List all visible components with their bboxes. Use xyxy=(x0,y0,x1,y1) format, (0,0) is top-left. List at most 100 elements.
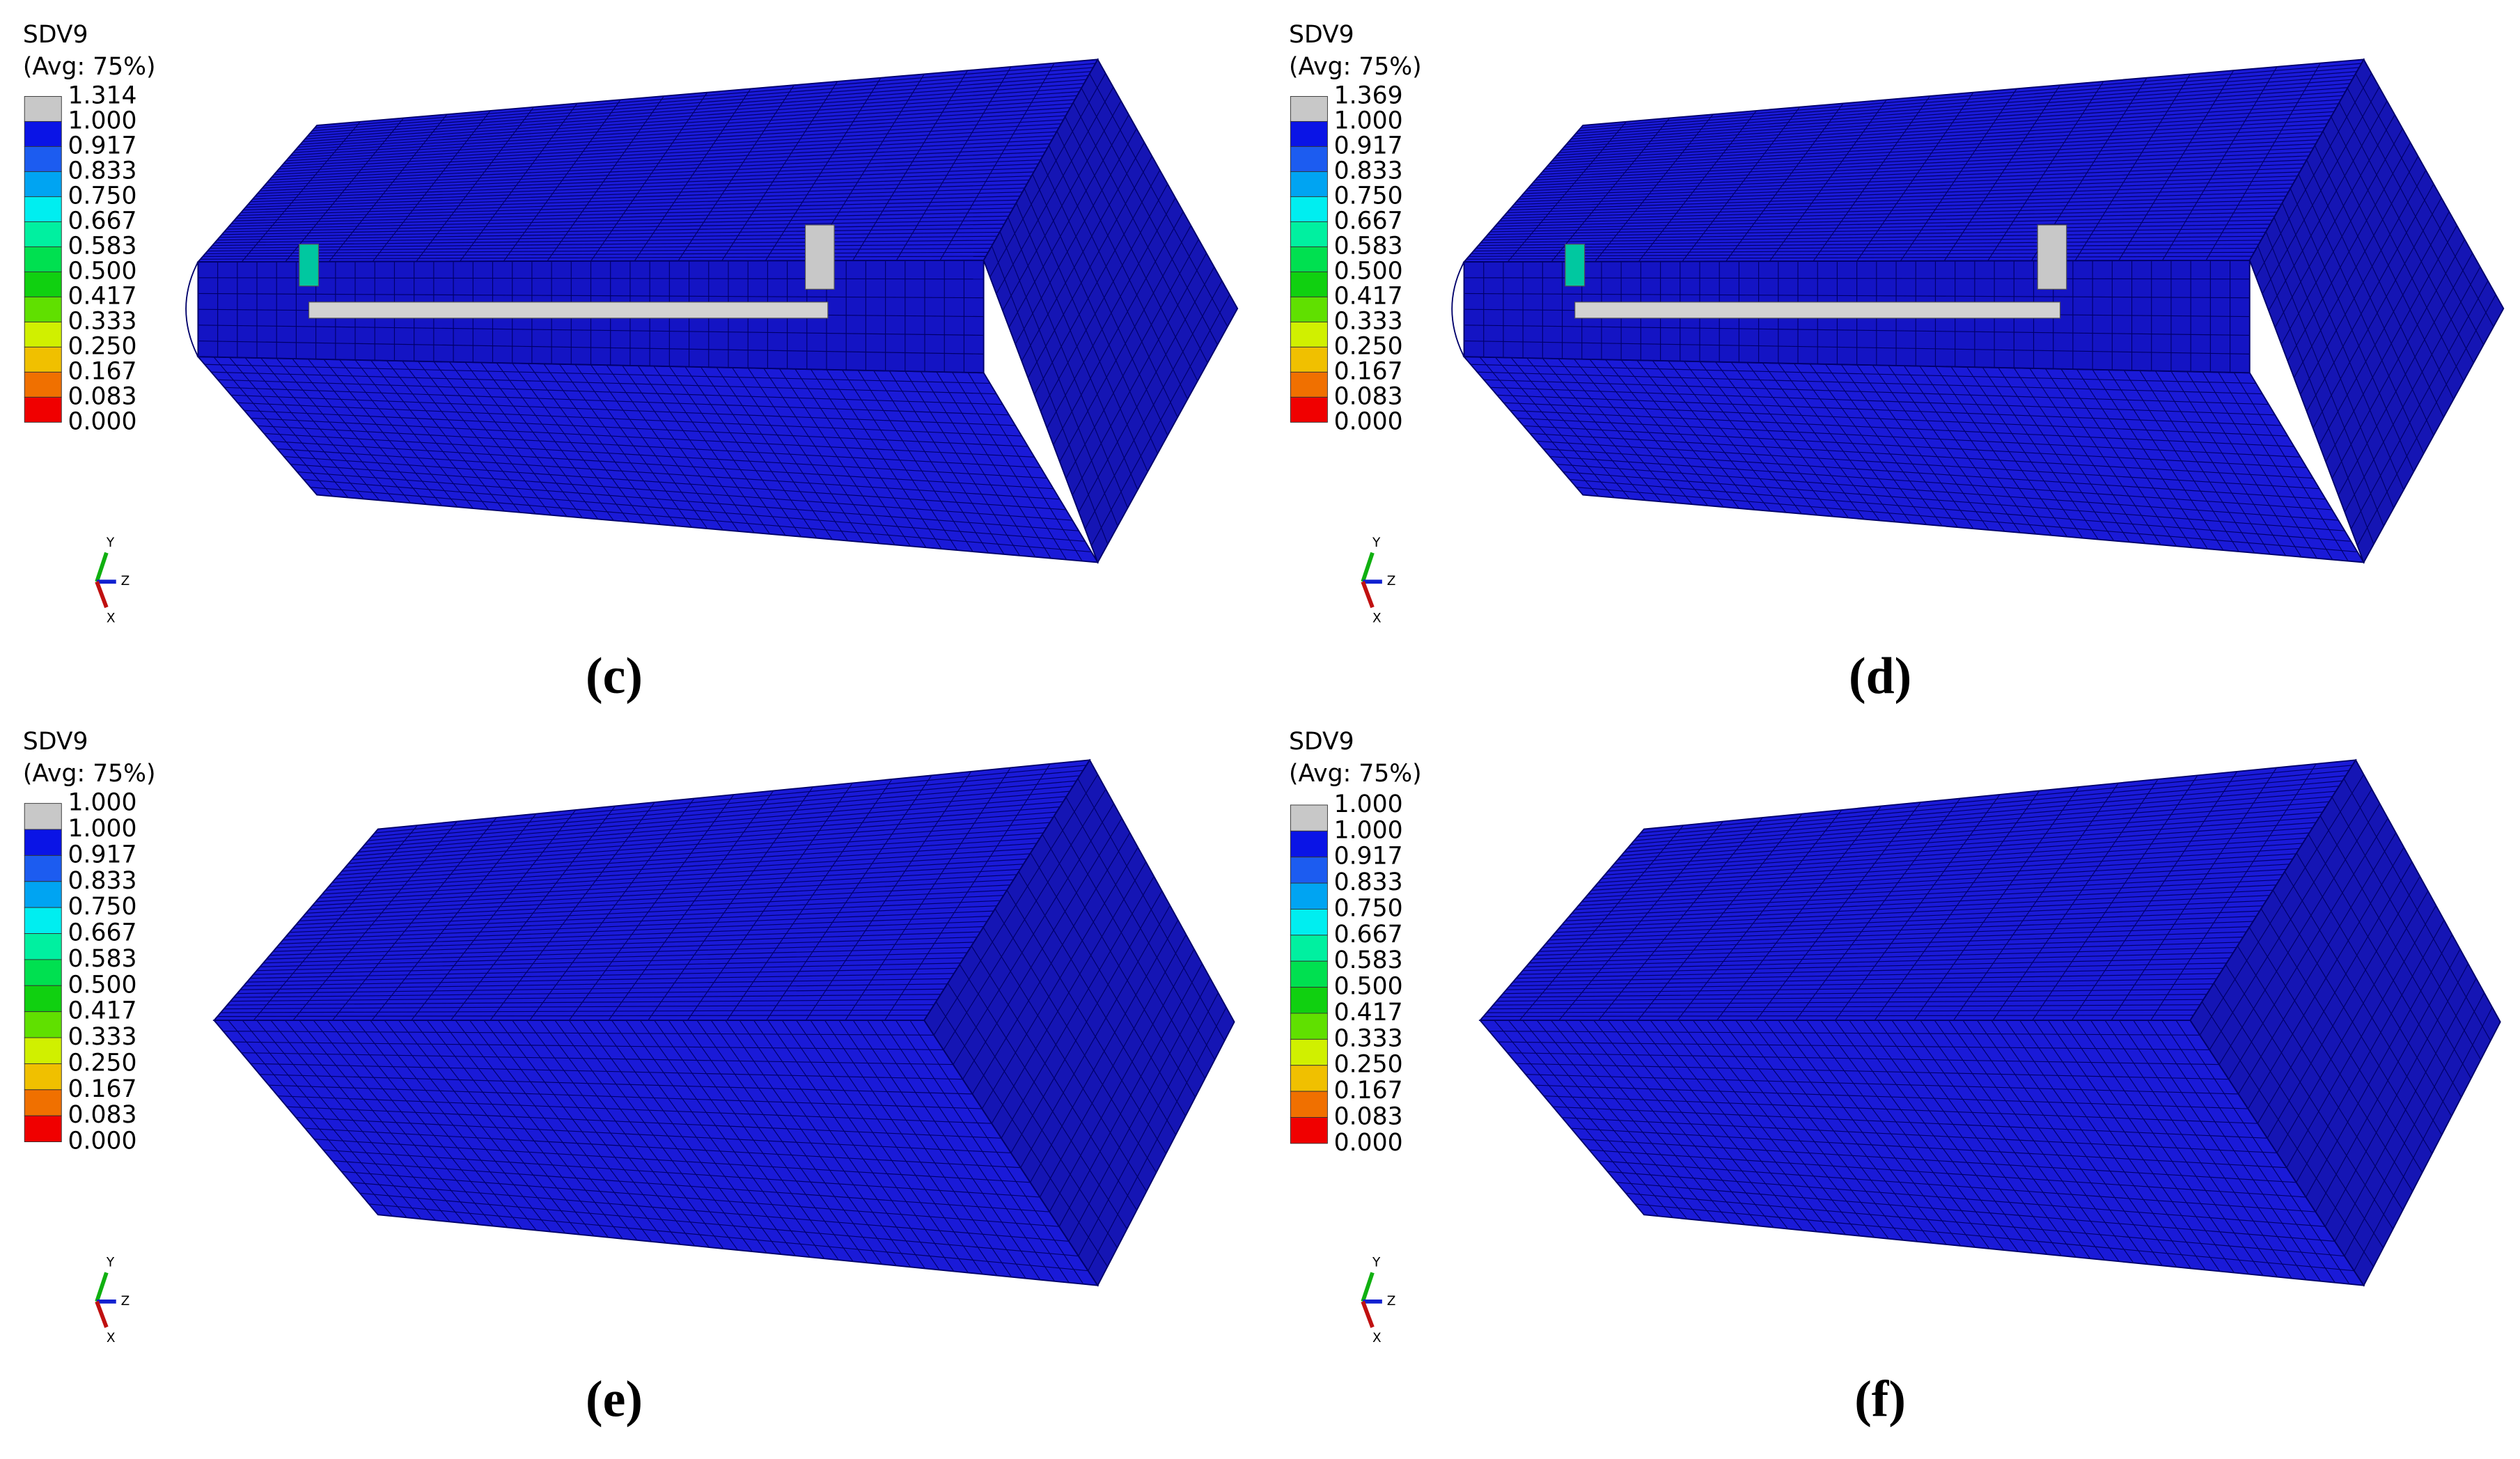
damaged-elements xyxy=(1565,244,1586,287)
mesh-line xyxy=(648,786,813,1021)
legend-swatch xyxy=(1290,321,1328,348)
mesh-line xyxy=(2209,788,2372,1050)
mesh-line xyxy=(1021,142,1145,361)
mesh-line xyxy=(244,409,1028,447)
legend-label: 0.167 xyxy=(68,357,137,385)
mesh-line xyxy=(1637,813,1803,1021)
mesh-line xyxy=(2338,253,2473,496)
mesh-line xyxy=(2296,919,2445,1183)
legend-swatch xyxy=(1290,1013,1328,1040)
mesh-line xyxy=(270,440,1054,490)
mesh-line xyxy=(460,103,578,262)
mesh-line xyxy=(2312,197,2442,429)
mesh-line xyxy=(1053,211,1184,446)
legend-swatch xyxy=(1290,1091,1328,1118)
legend-swatch xyxy=(24,346,62,373)
legend-swatch xyxy=(1290,960,1328,988)
mesh-line xyxy=(1580,1139,2296,1183)
mesh-line xyxy=(296,1117,1011,1154)
mesh-line xyxy=(1008,114,1129,328)
legend-swatch xyxy=(24,120,62,147)
mesh-line xyxy=(1952,783,2119,1021)
mesh-line xyxy=(287,1106,1002,1139)
mesh-line xyxy=(678,84,795,261)
mesh-line xyxy=(2268,100,2388,311)
legend-label: 0.000 xyxy=(1334,407,1403,435)
mesh-line xyxy=(224,387,1010,416)
triad-label: Y xyxy=(1372,536,1381,550)
legend-label: 1.369 xyxy=(1334,81,1403,109)
mesh-line xyxy=(1987,81,2104,261)
mesh-line xyxy=(1084,280,1223,529)
legend-label: 0.500 xyxy=(68,971,137,999)
legend-swatch xyxy=(24,985,62,1013)
mesh-line xyxy=(1507,1052,2219,1066)
mesh-line xyxy=(1503,402,2288,437)
mesh-line xyxy=(1856,92,1974,262)
mesh-line xyxy=(2111,767,2277,1021)
legend-label: 0.833 xyxy=(1334,157,1403,185)
mesh-line xyxy=(953,803,1115,1065)
legend-label: 0.000 xyxy=(68,1128,137,1155)
mesh-line xyxy=(1598,817,1763,1021)
legend-swatch xyxy=(24,1115,62,1143)
legend-label: 1.000 xyxy=(1334,790,1403,818)
mesh-line xyxy=(1510,409,2294,447)
mesh-line xyxy=(1078,267,1215,513)
legend-swatch xyxy=(1290,908,1328,936)
legend-title: SDV9 xyxy=(23,728,88,756)
mesh-line xyxy=(264,432,1047,479)
mesh-line xyxy=(503,99,621,262)
mesh-line xyxy=(277,1095,992,1124)
legend-title: SDV9 xyxy=(23,21,88,49)
mesh-line xyxy=(1078,992,1219,1256)
triad-axis xyxy=(95,1272,109,1302)
mesh-line xyxy=(2324,963,2469,1227)
mesh-line xyxy=(1835,794,2001,1021)
mesh-line xyxy=(2331,239,2466,479)
legend-label: 1.000 xyxy=(68,107,137,134)
legend-label: 0.750 xyxy=(68,182,137,210)
mesh-line xyxy=(1556,463,2339,521)
mesh-line xyxy=(1682,107,1801,262)
legend-label: 0.167 xyxy=(1334,1077,1403,1105)
legend-swatch xyxy=(1290,271,1328,297)
legend-label: 0.250 xyxy=(68,332,137,360)
legend-label: 0.083 xyxy=(1334,382,1403,410)
mesh-line xyxy=(766,775,932,1021)
triad-axis xyxy=(95,552,109,583)
legend-swatch xyxy=(24,1063,62,1091)
legend-label: 0.750 xyxy=(1334,894,1403,922)
mesh-line xyxy=(1065,239,1199,479)
mesh-line xyxy=(1900,88,2017,262)
mesh-line xyxy=(490,802,655,1021)
mesh-line xyxy=(972,832,1131,1095)
mesh-line xyxy=(2205,63,2321,261)
mesh-line xyxy=(981,847,1138,1109)
mesh-line xyxy=(991,861,1147,1124)
mesh-line xyxy=(2293,156,2419,378)
mesh-line xyxy=(350,1182,1069,1242)
mesh-line xyxy=(268,1084,983,1109)
mesh-line xyxy=(2199,774,2365,1036)
legend-swatch xyxy=(1290,830,1328,858)
mesh-line xyxy=(450,806,616,1021)
mesh-line xyxy=(2325,225,2457,462)
mesh-line xyxy=(314,1139,1031,1183)
damaged-elements xyxy=(308,302,829,319)
legend-label: 0.833 xyxy=(1334,868,1403,896)
mesh-line xyxy=(290,463,1073,521)
mesh-line xyxy=(1874,790,2040,1021)
triad-axis xyxy=(1361,552,1375,583)
mesh-line xyxy=(1027,156,1153,378)
mesh-line xyxy=(1571,1128,2287,1169)
mesh-line xyxy=(2276,891,2429,1153)
mesh-line xyxy=(237,402,1022,437)
triad-label: Y xyxy=(106,1256,115,1270)
legend-label: 0.083 xyxy=(1334,1102,1403,1130)
legend-label: 0.583 xyxy=(68,232,137,260)
mesh-line xyxy=(1002,100,1122,311)
mesh-line xyxy=(1033,170,1161,395)
mesh-line xyxy=(2354,1007,2493,1271)
mesh-line xyxy=(217,379,1003,405)
